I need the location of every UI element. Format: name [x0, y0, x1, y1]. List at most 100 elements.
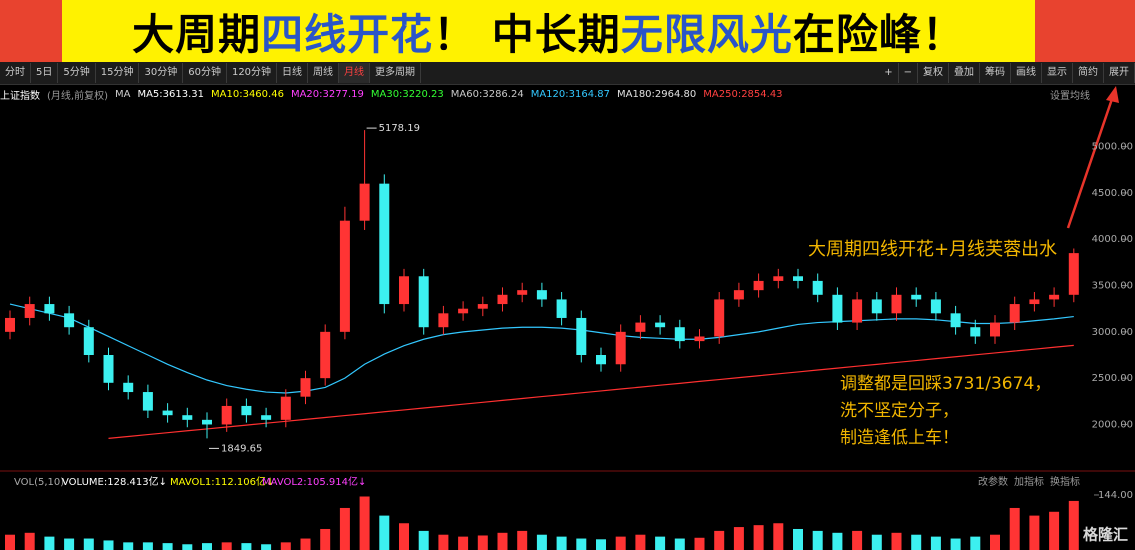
volume-bar — [418, 530, 429, 550]
ma-value: MA180:2964.80 — [616, 88, 697, 100]
period-button[interactable]: 5分钟 — [58, 63, 96, 83]
volume-bar — [832, 532, 843, 550]
title-segment: ！ 中长期 — [433, 9, 621, 59]
volume-bar — [103, 540, 114, 550]
candle-body — [1009, 304, 1020, 323]
y-tick-label: 4500.00 — [1092, 188, 1133, 199]
indicator-tool[interactable]: 加指标 — [1014, 475, 1044, 488]
candle-body — [44, 304, 55, 314]
period-button[interactable]: 更多周期 — [370, 63, 422, 83]
y-tick-label: 4000.00 — [1092, 234, 1133, 245]
banner-title: 大周期 四线开花！ 中长期 无限风光 在险峰！ — [62, 0, 1035, 62]
candle-body — [261, 415, 272, 420]
tool-button[interactable]: 筹码 — [980, 63, 1011, 83]
volume-bar — [379, 515, 390, 550]
tool-button[interactable]: 显示 — [1042, 63, 1073, 83]
ma-label: MA — [114, 88, 131, 100]
candle-body — [202, 419, 212, 425]
annotation: 调整都是回踩3731/3674， — [840, 374, 1051, 394]
period-button[interactable]: 120分钟 — [227, 63, 278, 83]
candle-body — [970, 327, 981, 337]
tool-button[interactable]: 简约 — [1073, 63, 1104, 83]
tool-button[interactable]: 展开 — [1104, 63, 1135, 83]
volume-bar — [911, 534, 922, 550]
volume-bar — [655, 536, 666, 550]
candle-body — [655, 322, 666, 328]
volume-bar — [182, 544, 193, 550]
candle-body — [596, 355, 606, 365]
tool-button[interactable]: − — [899, 63, 918, 83]
candle-body — [1049, 294, 1060, 300]
tool-group: + − 复权 叠加 筹码 画线 显示 简约 展开 — [879, 62, 1135, 84]
volume-bar — [280, 542, 291, 550]
candle-body — [773, 276, 784, 281]
volume-bar — [871, 534, 882, 550]
volume-bar — [123, 542, 134, 550]
volume-bar — [773, 523, 784, 550]
volume-bar — [5, 534, 15, 550]
volume-bar — [793, 528, 803, 550]
candle-body — [241, 405, 252, 416]
candle-body — [852, 299, 863, 323]
y-tick-label: 2500.00 — [1092, 373, 1133, 384]
candle-body — [64, 313, 75, 328]
candle-body — [24, 304, 35, 318]
volume-bar — [990, 534, 1000, 550]
ma-value: MA120:3164.87 — [530, 88, 610, 100]
volume-bar — [458, 536, 469, 550]
y-tick-label: 2000.00 — [1092, 419, 1133, 430]
volume-bar — [576, 538, 587, 550]
candle-body — [517, 290, 528, 295]
candle-body — [832, 294, 843, 323]
volume-bar — [635, 534, 646, 550]
high-label: 5178.19 — [379, 123, 420, 134]
highlight-arrow — [1066, 95, 1115, 229]
candle-body — [793, 276, 803, 281]
period-button[interactable]: 分时 — [0, 63, 31, 83]
volume-bar — [694, 537, 705, 550]
low-label: 1849.65 — [221, 443, 262, 454]
candle-body — [142, 392, 153, 411]
tool-button[interactable]: 叠加 — [949, 63, 980, 83]
index-mode: (月线,前复权) — [47, 90, 108, 102]
volume-bar — [1009, 507, 1020, 550]
ma-settings[interactable]: 设置均线 — [1050, 90, 1090, 102]
y-tick-label: 5000.00 — [1092, 142, 1133, 153]
volume-bar — [497, 532, 508, 550]
toolbar: 分时 5日 5分钟 15分钟 30分钟 60分钟 120分钟 日线 周线 月线 更多周期 + − 复权 叠加… — [0, 62, 1135, 85]
period-button[interactable]: 月线 — [339, 63, 371, 83]
indicator-tool[interactable]: 换指标 — [1050, 475, 1080, 488]
candle-body — [733, 290, 744, 300]
volume-bar — [970, 536, 981, 550]
banner: 大周期 四线开花！ 中长期 无限风光 在险峰！ — [0, 0, 1135, 62]
candle-body — [477, 304, 488, 309]
volume-bar — [1068, 500, 1079, 550]
candle-body — [812, 280, 823, 295]
period-button[interactable]: 周线 — [308, 63, 340, 83]
annotation: 洗不坚定分子， — [840, 401, 959, 421]
volume-value: MAVOL1:112.106亿↓ — [170, 475, 274, 488]
title-segment: 无限风光 — [620, 9, 793, 59]
volume-bar — [44, 536, 55, 550]
period-button[interactable]: 30分钟 — [139, 63, 184, 83]
indicator-tool[interactable]: 改参数 — [978, 475, 1008, 488]
tool-button[interactable]: + — [879, 63, 899, 83]
candle-body — [990, 322, 1000, 337]
period-button[interactable]: 日线 — [277, 63, 309, 83]
period-group: 分时 5日 5分钟 15分钟 30分钟 60分钟 120分钟 日线 周线 月线 更多周期 — [0, 62, 422, 84]
candle-body — [576, 317, 587, 356]
candle-body — [536, 290, 547, 300]
candle-body — [635, 322, 646, 332]
period-button[interactable]: 5日 — [31, 63, 59, 83]
tool-button[interactable]: 复权 — [918, 63, 949, 83]
candle-body — [103, 355, 114, 383]
ma-value: MA10:3460.46 — [211, 88, 284, 100]
candle-body — [911, 294, 922, 300]
period-button[interactable]: 60分钟 — [183, 63, 227, 83]
candle-body — [123, 382, 134, 393]
volume-name: VOL(5,10) — [14, 477, 64, 488]
y-tick-label: 3000.00 — [1092, 327, 1133, 338]
period-button[interactable]: 15分钟 — [96, 63, 140, 83]
tool-button[interactable]: 画线 — [1011, 63, 1042, 83]
candle-body — [221, 405, 232, 425]
